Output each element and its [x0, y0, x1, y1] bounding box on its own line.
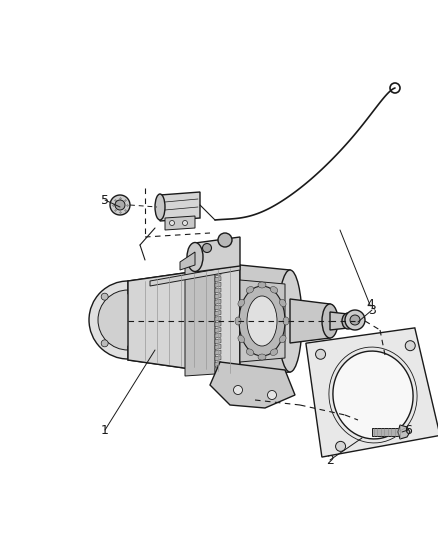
Ellipse shape — [247, 296, 277, 346]
Ellipse shape — [258, 282, 266, 288]
Ellipse shape — [238, 335, 244, 343]
Text: 3: 3 — [368, 303, 376, 317]
Ellipse shape — [110, 195, 130, 215]
Ellipse shape — [238, 299, 244, 307]
Text: 1: 1 — [101, 424, 109, 437]
Text: 5: 5 — [101, 193, 109, 206]
Ellipse shape — [235, 317, 241, 325]
Polygon shape — [215, 350, 221, 355]
Polygon shape — [215, 333, 221, 338]
Polygon shape — [330, 312, 348, 330]
Ellipse shape — [333, 351, 413, 439]
Polygon shape — [215, 305, 221, 310]
Polygon shape — [372, 428, 400, 436]
Ellipse shape — [279, 299, 286, 307]
Ellipse shape — [345, 310, 365, 330]
Polygon shape — [215, 271, 221, 276]
Polygon shape — [215, 277, 221, 281]
Polygon shape — [195, 237, 240, 272]
Text: 6: 6 — [404, 424, 412, 437]
Polygon shape — [215, 344, 221, 350]
Polygon shape — [165, 216, 195, 230]
Ellipse shape — [342, 313, 354, 329]
Ellipse shape — [148, 340, 155, 347]
Polygon shape — [128, 265, 240, 294]
Polygon shape — [240, 280, 285, 362]
Ellipse shape — [405, 341, 415, 351]
Ellipse shape — [350, 315, 360, 325]
Ellipse shape — [239, 286, 285, 356]
Ellipse shape — [170, 221, 174, 225]
Polygon shape — [210, 362, 295, 408]
Ellipse shape — [278, 270, 302, 372]
Ellipse shape — [279, 335, 286, 343]
Polygon shape — [215, 282, 221, 287]
Polygon shape — [215, 288, 221, 293]
Ellipse shape — [101, 340, 108, 347]
Ellipse shape — [89, 281, 167, 359]
Ellipse shape — [268, 391, 276, 400]
Ellipse shape — [246, 287, 254, 293]
Polygon shape — [185, 264, 215, 376]
Polygon shape — [215, 316, 221, 321]
Polygon shape — [150, 265, 240, 286]
Ellipse shape — [246, 349, 254, 356]
Ellipse shape — [155, 194, 165, 220]
Ellipse shape — [270, 349, 278, 356]
Ellipse shape — [98, 290, 158, 350]
Polygon shape — [306, 328, 438, 457]
Ellipse shape — [258, 354, 266, 360]
Ellipse shape — [233, 385, 243, 394]
Ellipse shape — [270, 287, 278, 293]
Ellipse shape — [283, 317, 289, 325]
Ellipse shape — [202, 244, 212, 253]
Ellipse shape — [322, 304, 338, 338]
Ellipse shape — [101, 293, 108, 300]
Text: 2: 2 — [326, 454, 334, 466]
Ellipse shape — [187, 243, 203, 271]
Polygon shape — [290, 299, 330, 343]
Polygon shape — [128, 346, 240, 376]
Polygon shape — [128, 265, 240, 376]
Polygon shape — [215, 322, 221, 327]
Polygon shape — [215, 327, 221, 333]
Polygon shape — [215, 299, 221, 304]
Ellipse shape — [315, 349, 325, 359]
Ellipse shape — [148, 293, 155, 300]
Ellipse shape — [115, 200, 125, 210]
Polygon shape — [160, 192, 200, 221]
Polygon shape — [215, 311, 221, 316]
Ellipse shape — [218, 233, 232, 247]
Polygon shape — [215, 361, 221, 366]
Polygon shape — [180, 252, 195, 270]
Ellipse shape — [183, 221, 187, 225]
Polygon shape — [215, 294, 221, 298]
Polygon shape — [215, 339, 221, 344]
Text: 4: 4 — [366, 298, 374, 311]
Polygon shape — [215, 367, 221, 372]
Polygon shape — [215, 356, 221, 361]
Polygon shape — [240, 265, 290, 376]
Polygon shape — [398, 425, 410, 439]
Ellipse shape — [336, 441, 346, 451]
